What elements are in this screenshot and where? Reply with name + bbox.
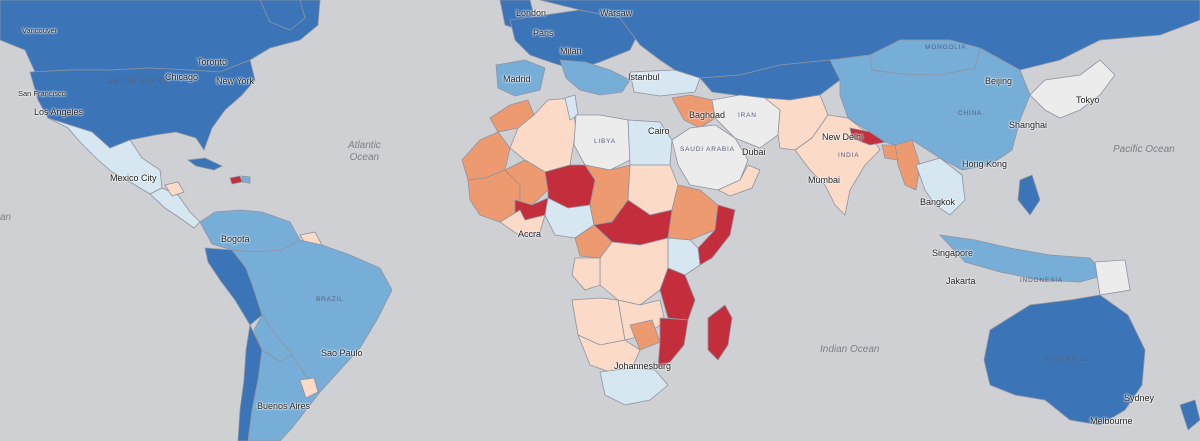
city-label-hong-kong: Hong Kong <box>962 159 1008 169</box>
country-guatemala-honduras[interactable] <box>164 181 185 197</box>
city-label-tokyo: Tokyo <box>1076 95 1100 105</box>
country-label-saudi-arabia: Saudi Arabia <box>680 146 735 153</box>
city-label-paris: Paris <box>533 28 554 38</box>
city-label-milan: Milan <box>560 46 582 56</box>
country-yemen-oman[interactable] <box>717 164 761 197</box>
city-label-london: London <box>516 8 547 18</box>
country-iberia[interactable] <box>495 59 546 97</box>
city-label-baghdad: Baghdad <box>689 110 726 120</box>
country-label-india: India <box>838 152 860 159</box>
city-label-sao-paulo: Sao Paulo <box>321 348 363 358</box>
city-label-dubai: Dubai <box>742 147 766 157</box>
country-new-zealand[interactable] <box>1179 399 1200 431</box>
country-italy-balkans[interactable] <box>559 59 631 96</box>
city-label-toronto: Toronto <box>197 57 228 67</box>
ocean-label-atlantic: Atlantic Ocean <box>348 140 381 164</box>
country-south-africa[interactable] <box>599 367 669 406</box>
country-label-mongolia: Mongolia <box>925 44 967 51</box>
city-label-cairo: Cairo <box>648 126 670 136</box>
city-label-madrid: Madrid <box>503 74 531 84</box>
city-label-shanghai: Shanghai <box>1009 120 1048 130</box>
country-algeria[interactable] <box>509 97 577 173</box>
country-label-indonesia: Indonesia <box>1020 277 1063 284</box>
country-saudi-arabia[interactable] <box>671 124 749 191</box>
country-europe-west[interactable] <box>509 9 641 71</box>
country-nepal[interactable] <box>849 127 887 146</box>
city-label-warsaw: Warsaw <box>600 8 633 18</box>
city-label-jakarta: Jakarta <box>946 276 976 286</box>
city-label-sydney: Sydney <box>1124 393 1155 403</box>
country-label-china: China <box>958 110 983 117</box>
city-label-melbourne: Melbourne <box>1090 416 1133 426</box>
country-australia[interactable] <box>983 294 1146 426</box>
ocean-label-indian: Indian Ocean <box>820 344 880 355</box>
country-gabon-congo[interactable] <box>571 257 601 291</box>
city-label-beijing: Beijing <box>985 76 1013 86</box>
city-label-bangkok: Bangkok <box>920 197 956 207</box>
city-label-los-angeles: Los Angeles <box>34 107 84 117</box>
city-label-buenos-aires: Buenos Aires <box>257 401 311 411</box>
city-label-san-francisco: San Francisco <box>18 89 66 98</box>
city-label-new-york: New York <box>216 76 255 86</box>
country-label-libya: Libya <box>594 138 616 145</box>
country-label-united-states: United States <box>108 78 169 85</box>
country-namibia-botswana[interactable] <box>577 334 641 373</box>
country-cuba[interactable] <box>186 157 223 171</box>
country-tanzania[interactable] <box>659 267 696 321</box>
country-mozambique[interactable] <box>657 317 689 369</box>
ocean-label-pacific: Pacific Ocean <box>1113 144 1175 155</box>
city-label-johannesburg: Johannesburg <box>614 361 672 371</box>
country-madagascar[interactable] <box>707 304 733 361</box>
country-label-iran: Iran <box>738 112 757 119</box>
city-label-vancouver: Vancouver <box>22 26 58 35</box>
atlantic-line-1: Atlantic <box>348 140 381 151</box>
country-greenland[interactable] <box>259 0 306 31</box>
country-dominican-republic[interactable] <box>241 175 251 184</box>
city-label-istanbul: Istanbul <box>628 72 660 82</box>
ocean-label-west-fragment: an <box>0 212 12 223</box>
city-label-accra: Accra <box>518 229 542 239</box>
country-libya[interactable] <box>573 114 631 171</box>
country-mali[interactable] <box>504 159 549 211</box>
country-somalia[interactable] <box>697 204 736 266</box>
country-bangladesh[interactable] <box>881 144 899 161</box>
atlantic-line-2: Ocean <box>349 152 380 163</box>
city-label-chicago: Chicago <box>165 72 199 82</box>
city-label-singapore: Singapore <box>932 248 974 258</box>
country-egypt[interactable] <box>627 119 673 166</box>
country-uruguay-paraguay[interactable] <box>299 377 319 399</box>
country-label-australia: Australia <box>1045 356 1089 363</box>
country-label-brazil: Brazil <box>316 296 344 303</box>
country-china[interactable] <box>829 47 1031 171</box>
country-thailand-indochina[interactable] <box>915 157 966 216</box>
city-label-mexico-city: Mexico City <box>110 173 157 183</box>
city-label-mumbai: Mumbai <box>808 175 841 185</box>
country-argentina[interactable] <box>247 349 321 441</box>
country-korea-japan[interactable] <box>1029 59 1116 119</box>
country-ghana-ivory[interactable] <box>499 209 546 237</box>
country-papua-new-guinea[interactable] <box>1094 259 1131 296</box>
country-philippines[interactable] <box>1017 174 1041 216</box>
city-label-new-delhi: New Delhi <box>822 132 864 142</box>
city-label-bogota: Bogota <box>221 234 250 244</box>
